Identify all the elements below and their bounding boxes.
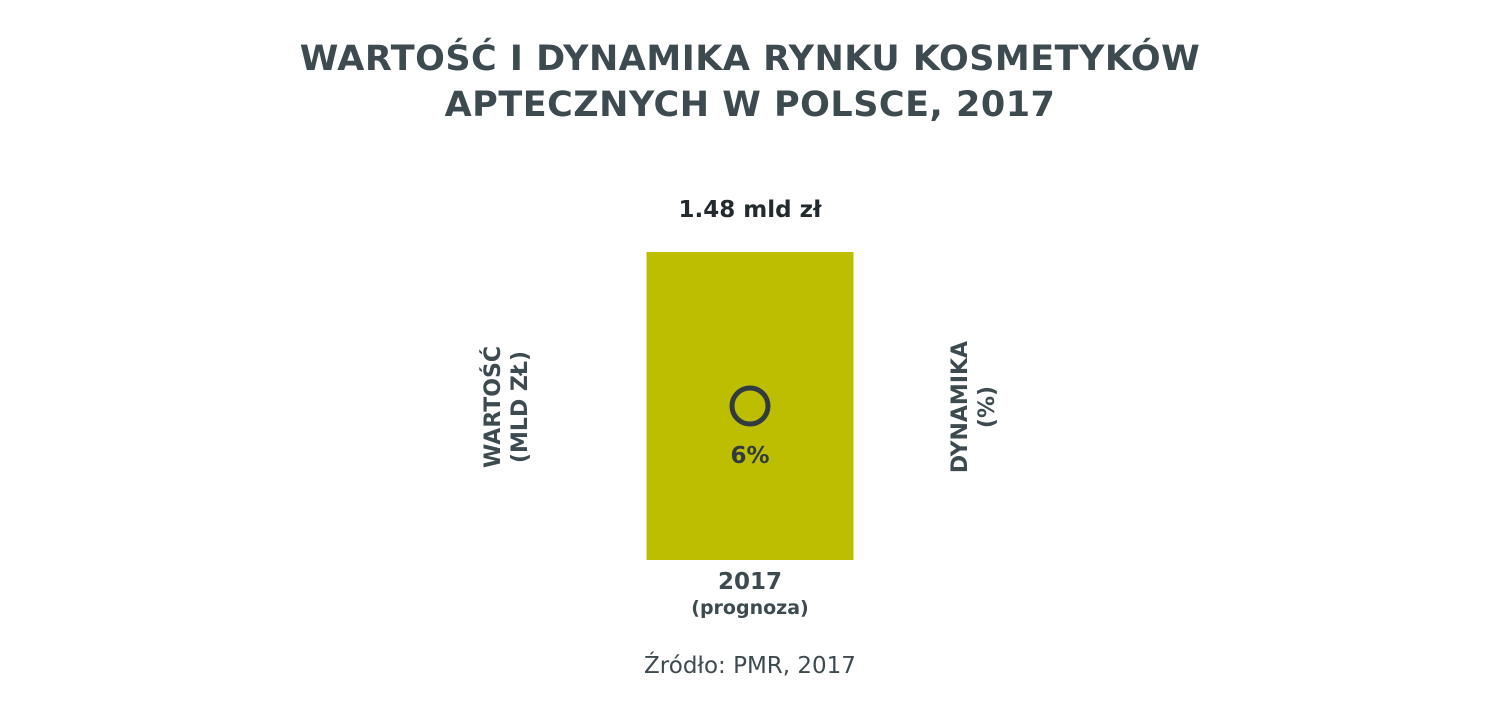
bar-0: [646, 252, 854, 560]
chart-title-line-1: WARTOŚĆ I DYNAMIKA RYNKU KOSMETYKÓW: [299, 39, 1201, 79]
right-axis-label-line-2: (%): [975, 386, 1000, 428]
bars-group: 1.48 mld zł 6% 2017(prognoza): [646, 197, 854, 619]
left-axis-label-line-2: (MLD ZŁ): [508, 351, 533, 463]
right-axis-label: DYNAMIKA (%): [948, 341, 1000, 473]
chart-title-line-2: APTECZNYCH W POLSCE, 2017: [444, 85, 1056, 125]
chart-title: WARTOŚĆ I DYNAMIKA RYNKU KOSMETYKÓW APTE…: [0, 36, 1500, 128]
growth-marker-0: [729, 385, 771, 427]
growth-value-label-0: 6%: [730, 443, 769, 469]
right-axis-label-line-1: DYNAMIKA: [948, 341, 973, 473]
left-axis-label: WARTOŚĆ (MLD ZŁ): [480, 346, 533, 468]
left-axis-label-line-1: WARTOŚĆ: [480, 346, 506, 468]
source-note: Źródło: PMR, 2017: [644, 653, 856, 679]
category-sublabel-0: (prognoza): [691, 597, 808, 619]
category-label-0: 2017: [718, 569, 782, 595]
bar-value-label-0: 1.48 mld zł: [679, 197, 822, 223]
